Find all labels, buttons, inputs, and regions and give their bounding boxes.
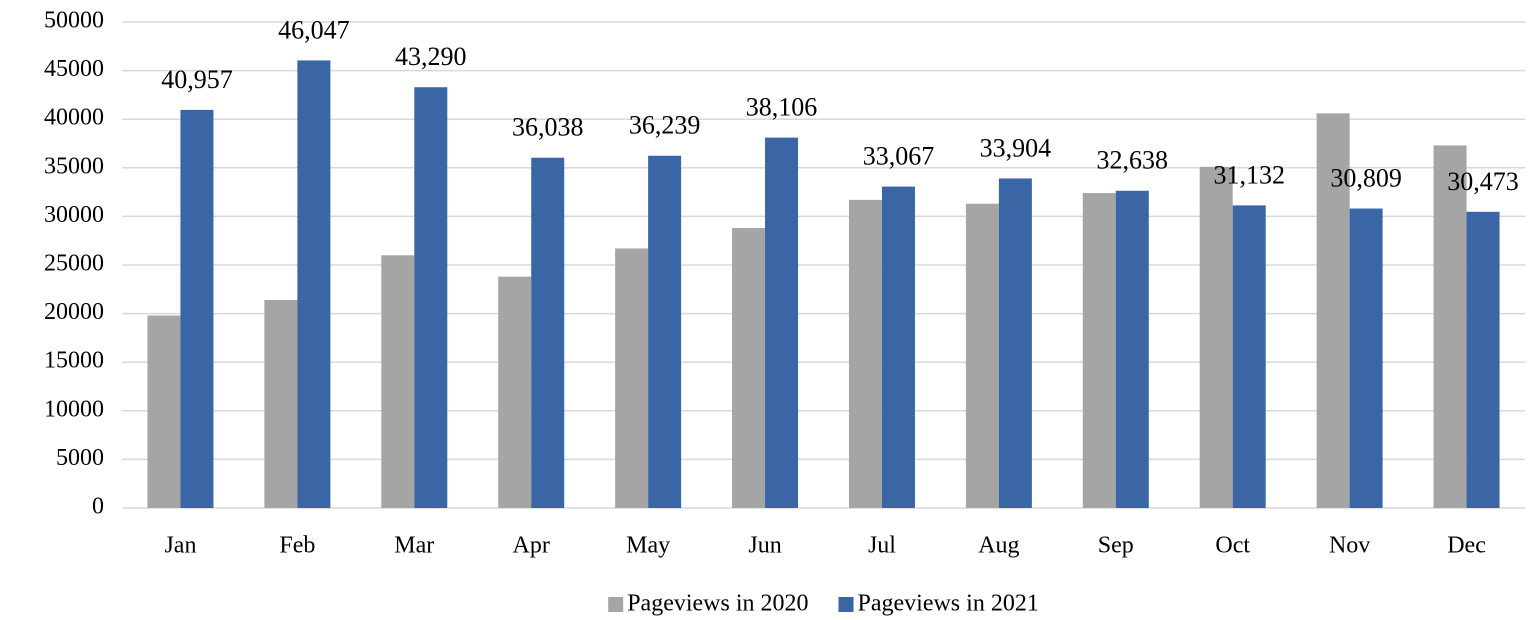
y-tick-label: 15000 bbox=[44, 348, 104, 374]
data-label: 36,239 bbox=[629, 111, 701, 140]
bar bbox=[881, 186, 915, 509]
bar bbox=[998, 178, 1032, 508]
legend-swatch bbox=[838, 597, 854, 612]
data-label: 31,132 bbox=[1213, 160, 1285, 189]
bar bbox=[615, 248, 649, 508]
data-label: 30,473 bbox=[1447, 167, 1519, 196]
data-label: 40,957 bbox=[161, 65, 233, 94]
bar bbox=[1433, 145, 1467, 508]
bar bbox=[1082, 193, 1116, 508]
x-tick-label: Sep bbox=[1098, 533, 1134, 559]
data-label: 33,904 bbox=[980, 133, 1052, 162]
y-tick-label: 30000 bbox=[44, 202, 104, 228]
y-tick-label: 0 bbox=[92, 494, 104, 520]
x-tick-label: Mar bbox=[394, 533, 434, 559]
y-tick-label: 5000 bbox=[56, 445, 104, 471]
bar bbox=[414, 87, 448, 509]
data-label: 36,038 bbox=[512, 113, 584, 142]
x-tick-label: Apr bbox=[513, 533, 550, 559]
bar bbox=[498, 276, 532, 508]
x-tick-label: Jan bbox=[164, 533, 196, 559]
x-tick-label: Oct bbox=[1215, 533, 1250, 559]
x-tick-label: Jul bbox=[868, 533, 896, 559]
y-tick-label: 50000 bbox=[44, 8, 104, 34]
legend-swatch bbox=[608, 597, 624, 612]
bar bbox=[765, 137, 799, 508]
bar bbox=[297, 60, 331, 509]
y-tick-label: 45000 bbox=[44, 56, 104, 82]
y-tick-label: 20000 bbox=[44, 299, 104, 325]
y-tick-label: 35000 bbox=[44, 153, 104, 179]
x-tick-label: Jun bbox=[748, 533, 781, 559]
data-label: 46,047 bbox=[278, 15, 350, 44]
bar bbox=[848, 199, 882, 508]
bar bbox=[1232, 205, 1266, 508]
bar bbox=[180, 109, 214, 509]
legend-label: Pageviews in 2020 bbox=[627, 591, 808, 617]
x-tick-label: Dec bbox=[1447, 533, 1486, 559]
bar bbox=[732, 228, 766, 508]
bar bbox=[1466, 211, 1500, 509]
bar bbox=[1199, 166, 1233, 508]
data-label: 38,106 bbox=[746, 93, 818, 122]
x-tick-label: May bbox=[626, 533, 670, 559]
bar bbox=[1349, 208, 1383, 509]
bar bbox=[381, 255, 415, 508]
y-tick-label: 25000 bbox=[44, 251, 104, 277]
bar bbox=[1115, 190, 1149, 508]
bar bbox=[531, 157, 565, 509]
legend-label: Pageviews in 2021 bbox=[858, 591, 1039, 617]
data-label: 32,638 bbox=[1097, 146, 1169, 175]
data-label: 33,067 bbox=[863, 142, 935, 171]
y-tick-label: 40000 bbox=[44, 105, 104, 131]
data-label: 30,809 bbox=[1330, 164, 1402, 193]
data-label: 43,290 bbox=[395, 42, 467, 71]
bar bbox=[264, 299, 298, 508]
x-tick-label: Aug bbox=[978, 533, 1019, 559]
bar bbox=[648, 155, 682, 508]
bar bbox=[147, 315, 181, 508]
bar bbox=[1316, 113, 1350, 509]
bar bbox=[965, 203, 999, 508]
x-tick-label: Nov bbox=[1329, 533, 1370, 559]
y-tick-label: 10000 bbox=[44, 396, 104, 422]
x-tick-label: Feb bbox=[279, 533, 315, 559]
